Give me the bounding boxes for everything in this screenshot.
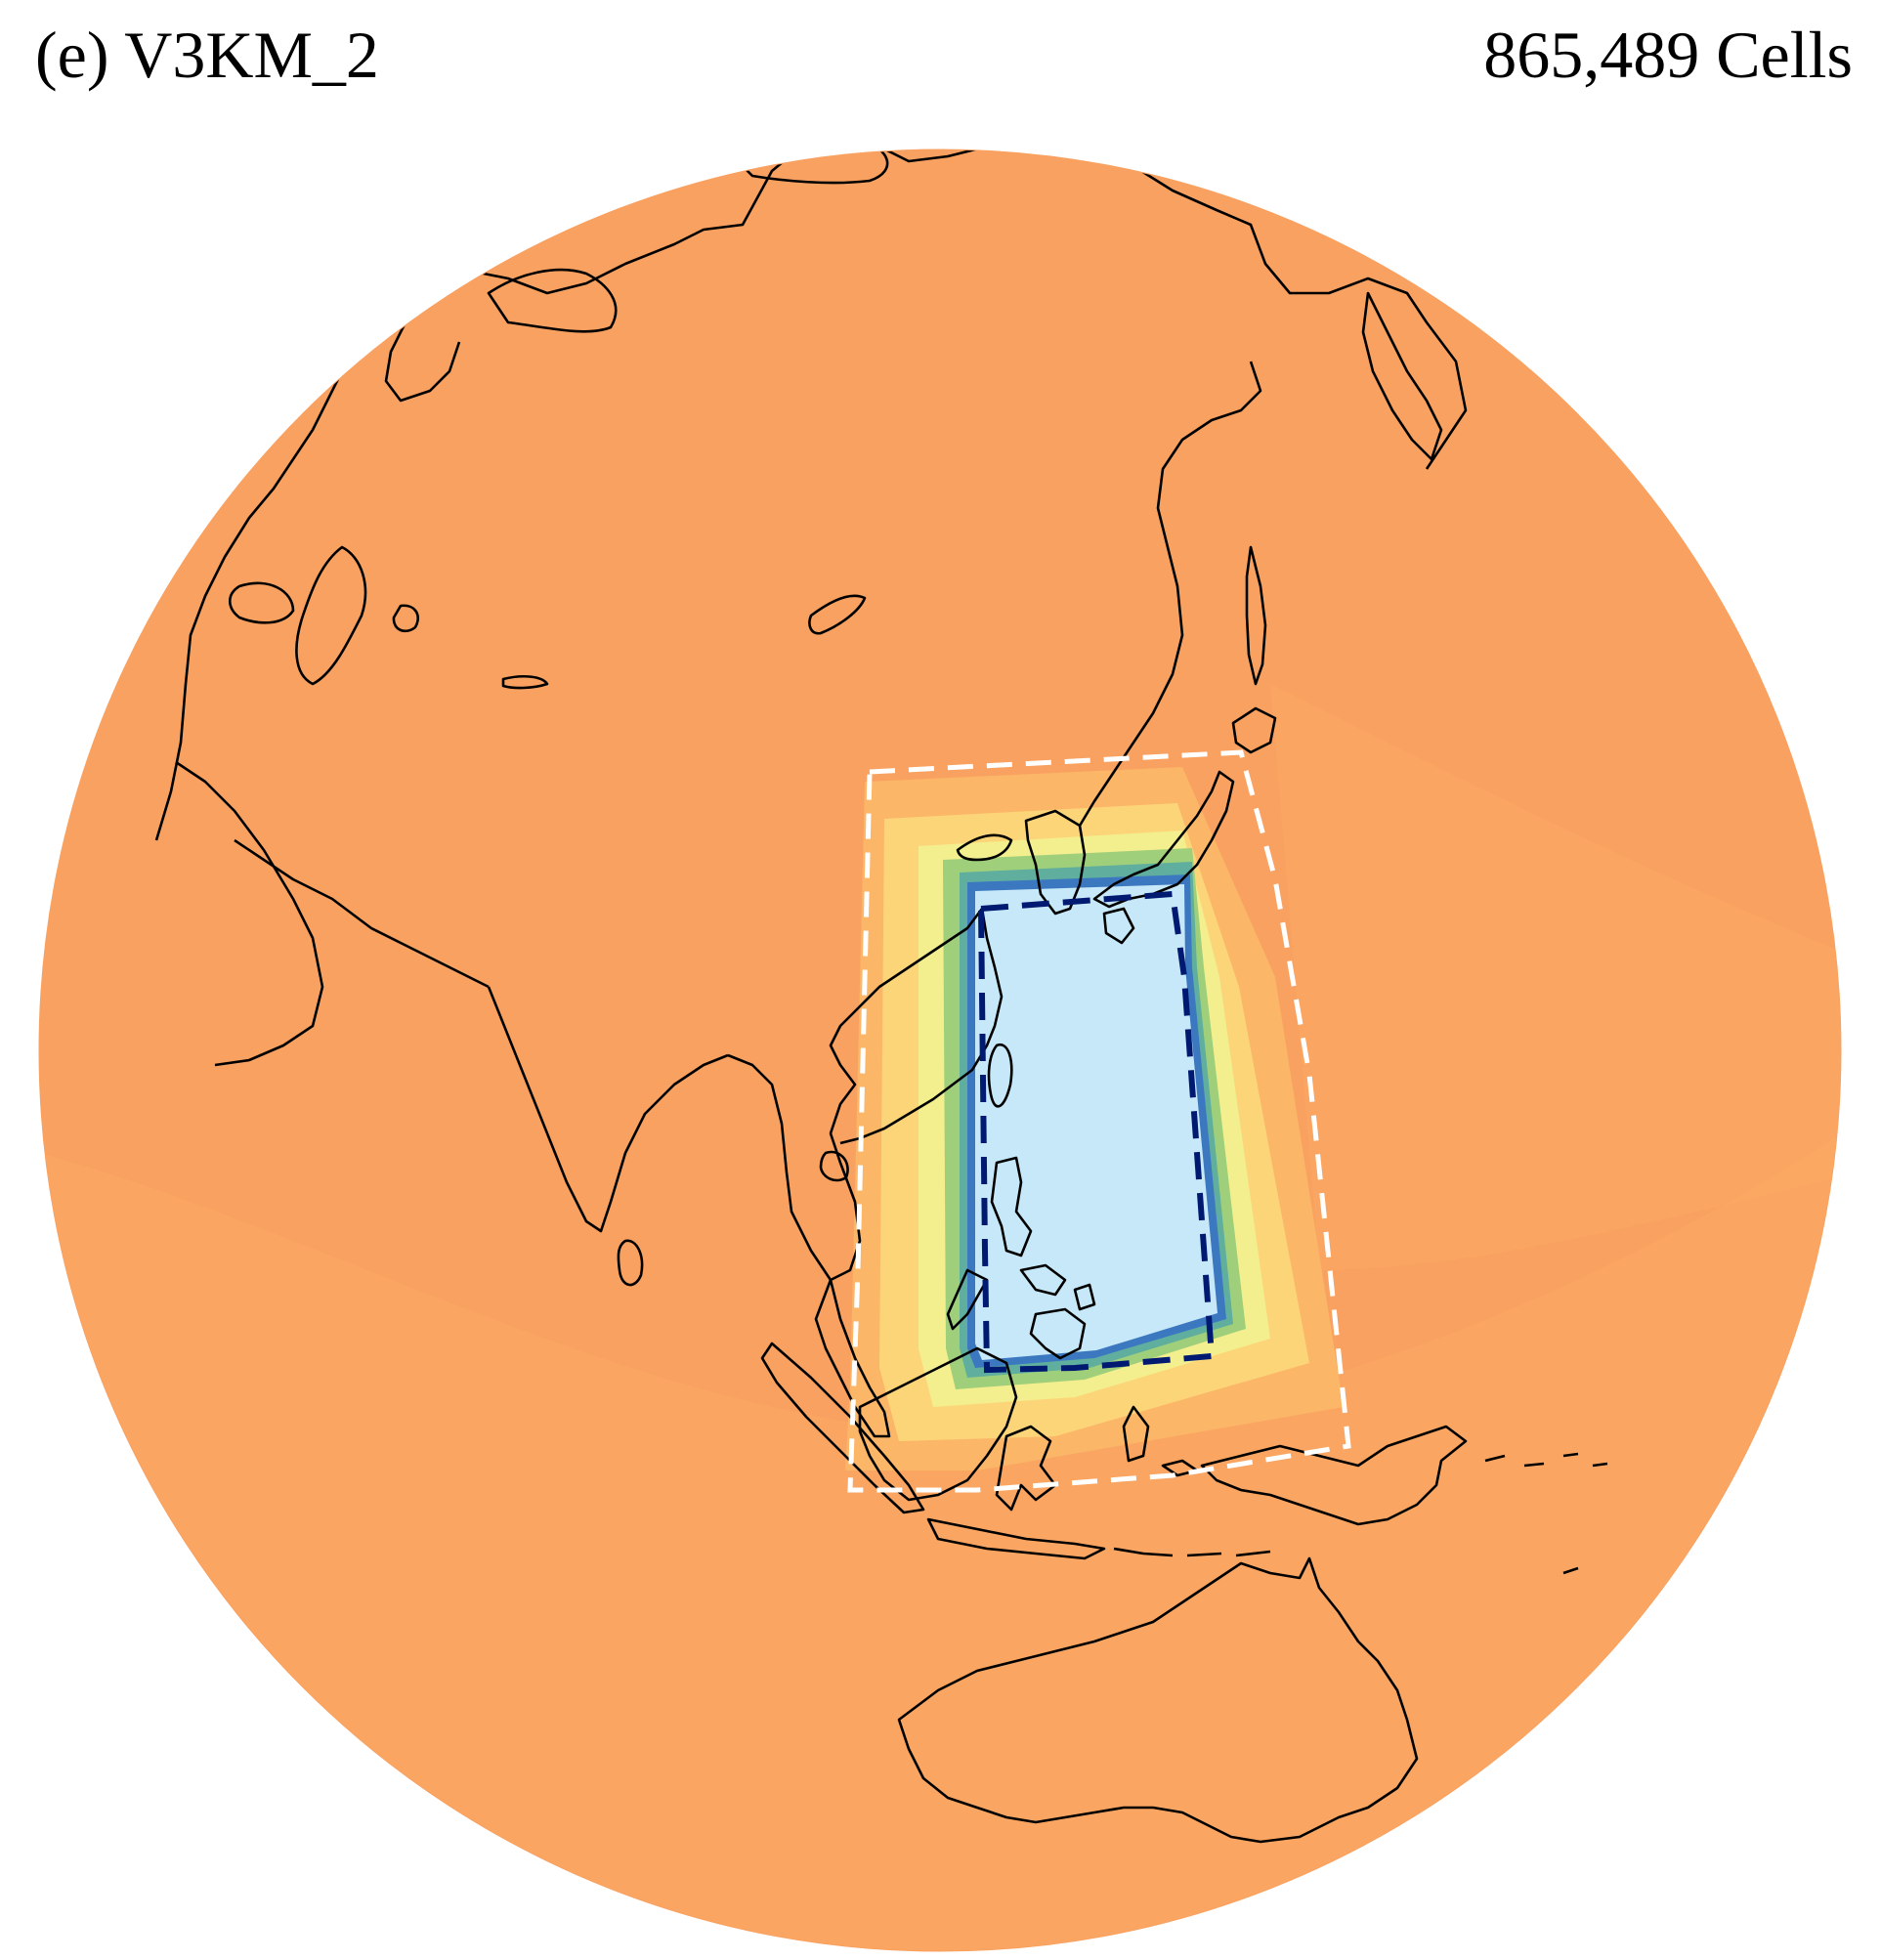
coastline-europe-west	[154, 321, 382, 841]
ocean-shade-south	[39, 1124, 1841, 1951]
coastline-aral	[392, 604, 420, 633]
coastline-novaya-zemlya	[487, 268, 618, 333]
coastline-java	[926, 1517, 1106, 1560]
coastline-luzon	[990, 1156, 1033, 1257]
coastline-kyushu	[1102, 907, 1135, 945]
coastline-visayas	[1019, 1263, 1096, 1311]
coastline-mindanao	[1029, 1307, 1087, 1360]
coastline-hokkaido	[1231, 706, 1277, 754]
coastline-korea	[1024, 809, 1087, 916]
coastline-new-guinea	[1200, 1425, 1468, 1526]
coastline-sulawesi	[995, 1425, 1057, 1512]
coastline-sakhalin	[1245, 545, 1267, 686]
globe-outline	[38, 149, 1842, 1952]
coastline-balkhash	[501, 674, 549, 690]
coastline-bengal-indochina	[727, 908, 984, 1282]
coastline-sri-lanka	[617, 1239, 644, 1287]
coastline-taymyr	[741, 149, 889, 185]
coastline-lesser-sunda	[1113, 1547, 1271, 1557]
coastline-pacific-islands	[1484, 1452, 1608, 1575]
coastline-arctic	[419, 149, 1468, 470]
coastline-caspian	[295, 545, 367, 686]
coastline-bohai	[956, 833, 1013, 862]
coastline-black-sea	[228, 581, 295, 624]
coastline-iran-pakistan	[234, 838, 490, 989]
coastlines	[154, 149, 1608, 1912]
coastline-kamchatka	[1361, 291, 1443, 461]
coastline-tasmania	[1278, 1884, 1311, 1912]
coastline-china-east	[839, 908, 1004, 1145]
coastline-palawan	[946, 1268, 989, 1331]
coastline-baikal	[808, 594, 867, 635]
coastline-taiwan	[987, 1043, 1013, 1108]
panel-title: (e) V3KM_2	[35, 18, 379, 92]
coastline-india	[487, 986, 729, 1233]
coastline-sumatra	[760, 1342, 925, 1514]
mesh-refined-core	[975, 884, 1218, 1360]
inner-boundary-dashed	[977, 890, 1216, 1374]
coastline-hainan	[819, 1150, 849, 1182]
coastline-australia	[897, 1556, 1419, 1844]
ocean-shade-east	[1270, 684, 1841, 1270]
coastline-borneo	[858, 1346, 1018, 1502]
cell-count-label: 865,489 Cells	[1483, 18, 1853, 92]
coastline-arabia	[175, 760, 324, 1067]
coastline-malay	[814, 1278, 891, 1438]
outer-boundary-dashed	[847, 749, 1351, 1493]
